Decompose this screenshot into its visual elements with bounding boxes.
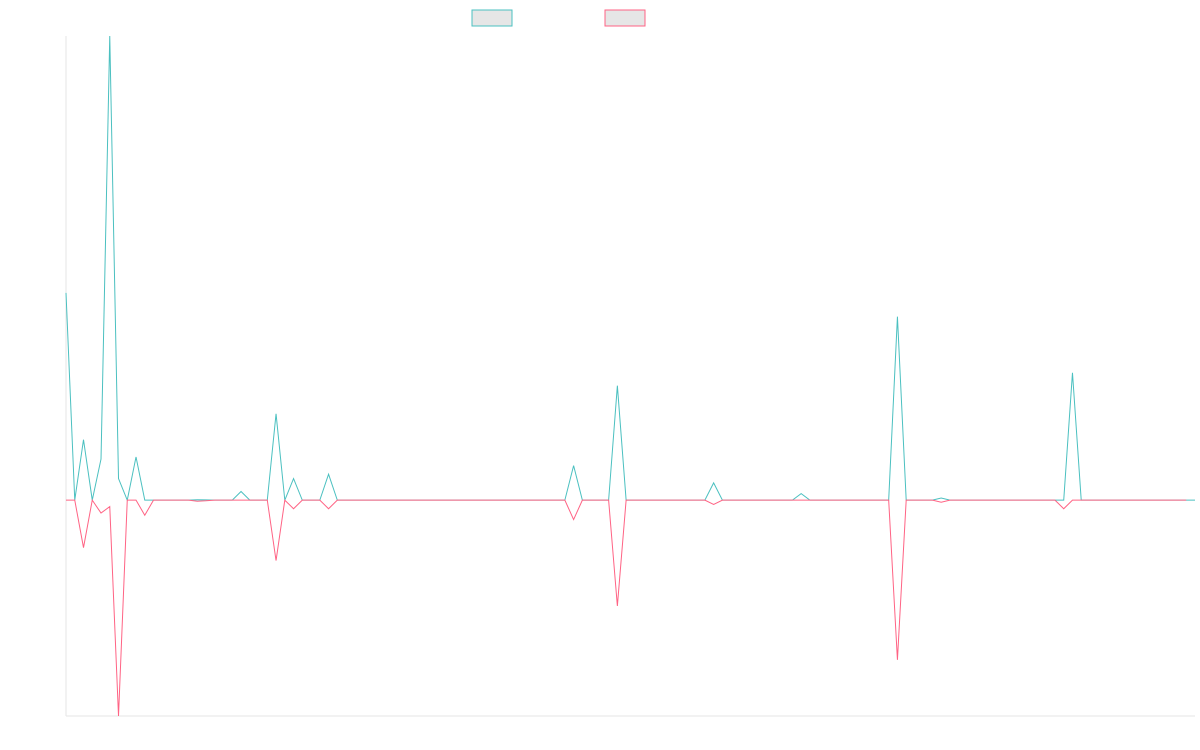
series-line-1 — [65, 35, 1195, 502]
series-line-2 — [66, 498, 1187, 717]
series-layer — [65, 35, 1195, 717]
axes — [65, 36, 1195, 717]
legend-swatch-series-2[interactable] — [604, 9, 646, 27]
legend-swatch-series-1[interactable] — [471, 9, 513, 27]
legend — [471, 9, 646, 27]
